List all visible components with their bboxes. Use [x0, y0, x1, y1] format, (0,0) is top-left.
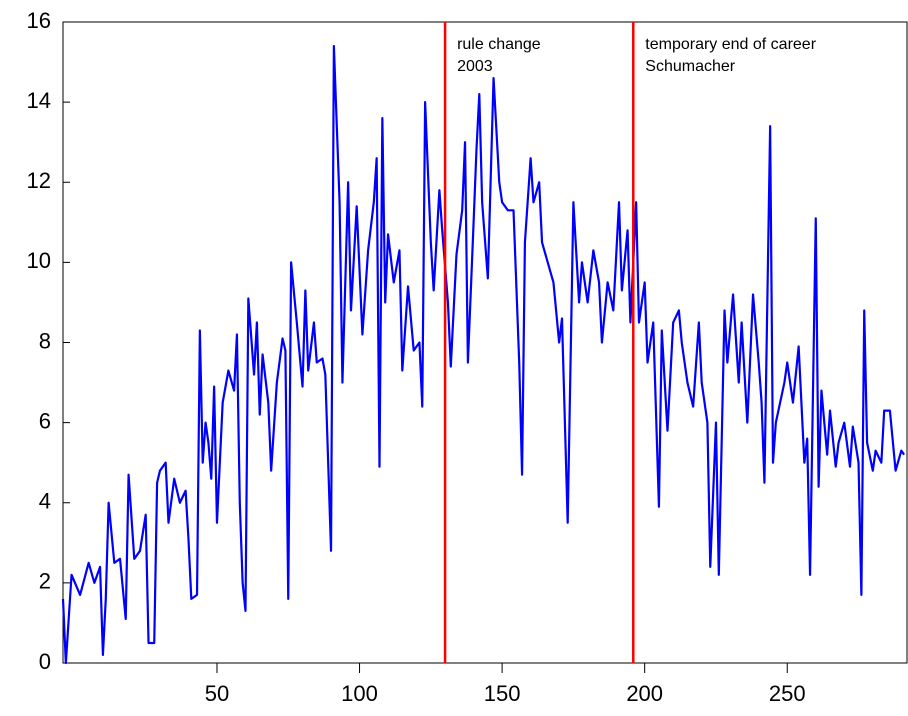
x-tick-label: 150 [484, 681, 521, 706]
y-tick-label: 6 [39, 408, 51, 433]
event-label: temporary end of career [645, 36, 816, 53]
event-label: 2003 [457, 58, 493, 75]
y-tick-label: 8 [39, 328, 51, 353]
data-line [61, 44, 906, 665]
y-tick-label: 4 [39, 489, 51, 514]
x-tick-label: 200 [626, 681, 663, 706]
x-tick-label: 250 [769, 681, 806, 706]
y-tick-label: 14 [27, 88, 51, 113]
x-tick-label: 100 [341, 681, 378, 706]
y-tick-label: 2 [39, 569, 51, 594]
y-tick-label: 12 [27, 168, 51, 193]
event-label: rule change [457, 36, 541, 53]
y-tick-label: 16 [27, 8, 51, 33]
y-tick-label: 10 [27, 248, 51, 273]
y-tick-label: 0 [39, 649, 51, 674]
event-label: Schumacher [645, 58, 735, 75]
x-tick-label: 50 [205, 681, 229, 706]
